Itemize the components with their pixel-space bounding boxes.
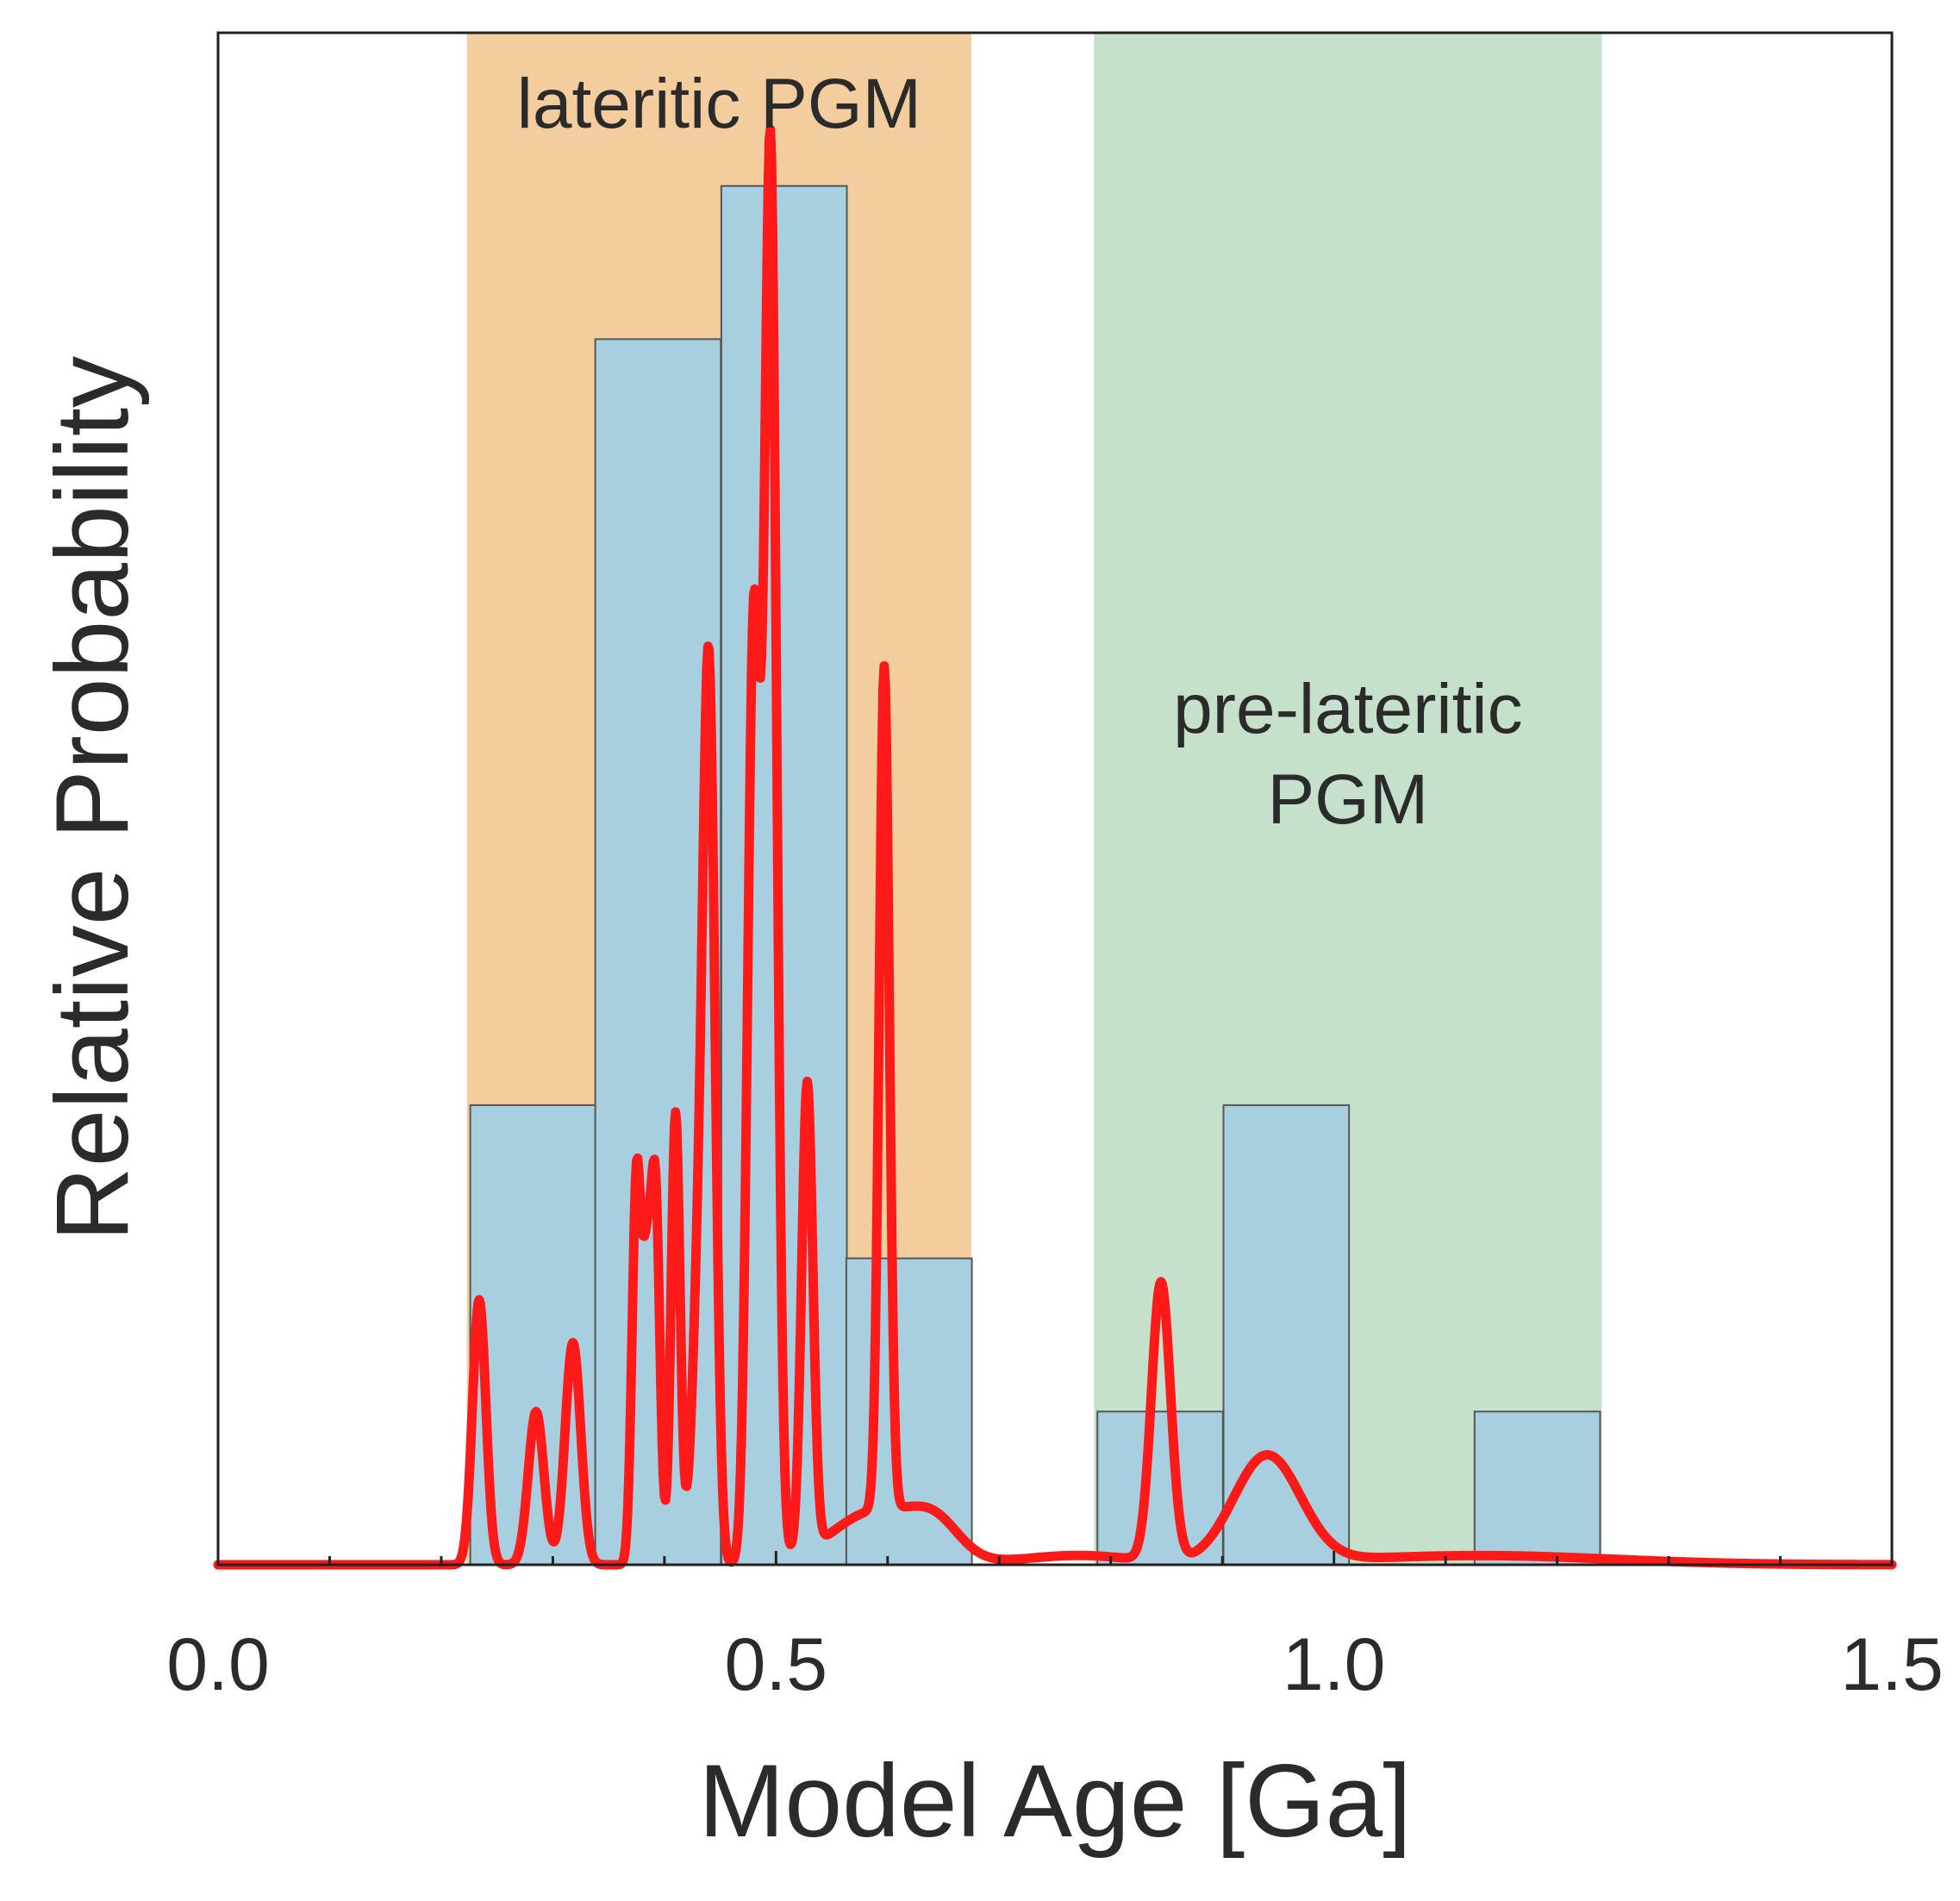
histogram-bar-5	[1096, 1410, 1224, 1566]
y-axis-title: Relative Probability	[34, 356, 150, 1241]
curve-layer	[213, 124, 1897, 1570]
plot-frame	[216, 31, 1894, 1566]
x-axis-title: Model Age [Ga]	[698, 1743, 1411, 1859]
probability-curve	[213, 124, 1897, 1570]
histogram-bar-7	[1473, 1410, 1601, 1566]
x-tick-label: 0.0	[166, 1623, 270, 1706]
histogram-bar-6	[1222, 1104, 1351, 1566]
x-tick-label: 1.5	[1840, 1623, 1944, 1706]
x-tick-label: 0.5	[725, 1623, 828, 1706]
x-tick-label: 1.0	[1283, 1623, 1386, 1706]
region-label-pre-lateritic-line1: pre-lateritic	[1173, 670, 1523, 748]
ticks-layer: 0.0 0.5 1.0 1.5	[166, 1551, 1944, 1706]
region-label-lateritic: lateritic PGM	[517, 65, 921, 143]
region-label-pre-lateritic-line2: PGM	[1267, 760, 1428, 839]
histogram-bar-4	[845, 1257, 973, 1566]
